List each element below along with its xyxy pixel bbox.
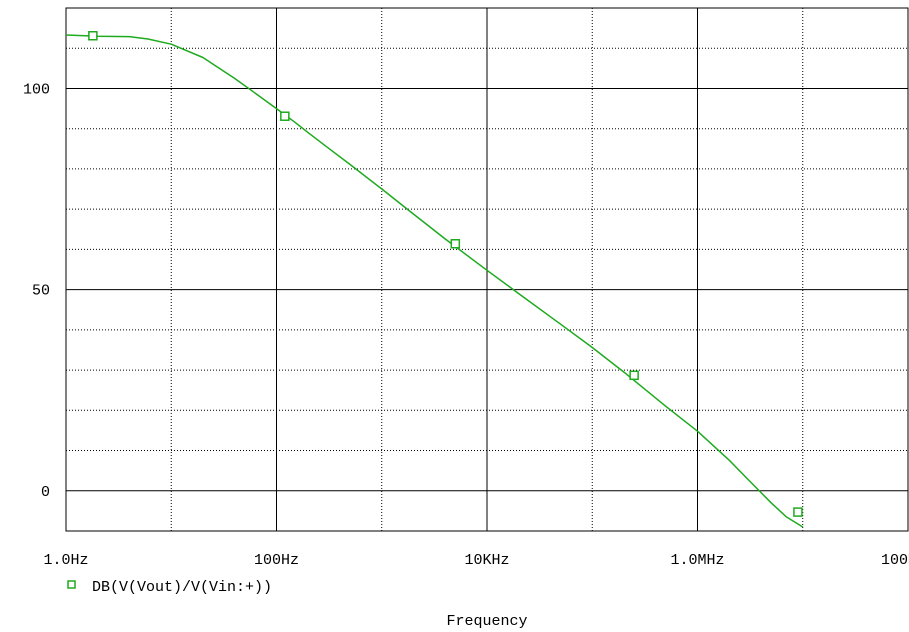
x-tick-label: 10KHz (464, 552, 509, 569)
series-marker (450, 239, 461, 249)
x-tick-label: 100Hz (254, 552, 299, 569)
y-tick-label: 50 (32, 283, 50, 300)
series-marker (88, 31, 98, 41)
series-marker (280, 111, 290, 121)
legend-marker (67, 580, 76, 589)
series-marker (793, 507, 803, 517)
legend-series-label: DB(V(Vout)/V(Vin:+)) (92, 579, 272, 596)
x-tick-labels: 1.0Hz 100Hz 10KHz 1.0MHz 100MHz (43, 552, 909, 569)
x-tick-label: 1.0Hz (43, 552, 88, 569)
legend: DB(V(Vout)/V(Vin:+)) (67, 579, 272, 596)
y-tick-label: 0 (41, 484, 50, 501)
series-marker (629, 370, 639, 381)
y-tick-labels: 0 50 100 (23, 81, 50, 500)
x-tick-label: 100MHz (881, 552, 909, 569)
x-tick-label: 1.0MHz (670, 552, 724, 569)
plot-frame (65, 7, 909, 532)
x-axis-label: Frequency (446, 613, 527, 630)
y-tick-label: 100 (23, 81, 50, 98)
series-layer (65, 31, 804, 528)
series-line (65, 34, 804, 528)
